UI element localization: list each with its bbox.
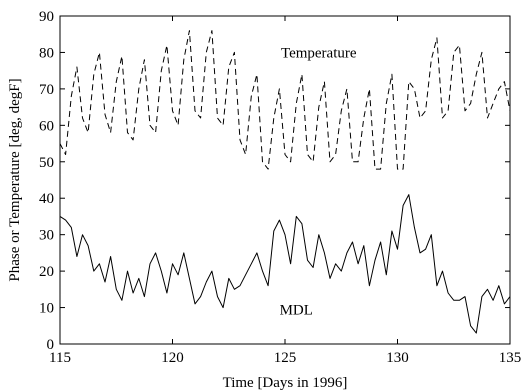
y-tick-label: 80 <box>39 45 54 61</box>
x-axis-label: Time [Days in 1996] <box>223 375 348 391</box>
series-temperature-line <box>59 30 511 170</box>
y-tick-label: 40 <box>39 191 54 207</box>
y-tick-label: 0 <box>47 337 55 353</box>
y-tick-label: 70 <box>39 82 54 98</box>
x-tick-label: 125 <box>274 350 297 366</box>
plot-frame <box>59 15 511 345</box>
y-tick-label: 30 <box>39 228 54 244</box>
y-tick-label: 90 <box>39 9 54 25</box>
annotation-mdl: MDL <box>280 302 313 318</box>
annotation-temperature: Temperature <box>281 45 357 61</box>
x-tick-label: 135 <box>499 350 522 366</box>
x-tick-label: 130 <box>386 350 409 366</box>
axis-ticks: 115 120 125 130 135 0 10 20 30 40 50 60 70 80 90 <box>39 9 521 366</box>
series-layer <box>59 30 511 334</box>
series-mdl-line <box>59 194 511 334</box>
x-tick-label: 115 <box>49 350 71 366</box>
y-tick-label: 10 <box>39 301 54 317</box>
y-tick-label: 20 <box>39 264 54 280</box>
y-tick-label: 50 <box>39 155 54 171</box>
x-tick-label: 120 <box>161 350 184 366</box>
y-axis-label: Phase or Temperature [deg, degF] <box>7 78 23 281</box>
y-tick-label: 60 <box>39 118 54 134</box>
